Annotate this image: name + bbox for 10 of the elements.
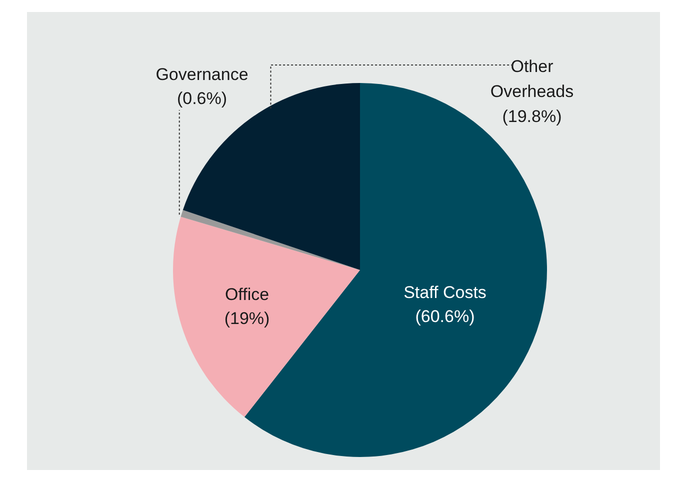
data-label: (19.8%) <box>502 107 562 126</box>
pie-slice <box>180 210 360 270</box>
slice-label: Governance <box>156 65 248 84</box>
slice-label: Office <box>224 285 270 304</box>
slice-label: Staff Costs <box>404 283 486 302</box>
slice-label: Other Overheads <box>490 57 574 101</box>
data-label: (19%) <box>224 309 270 328</box>
pie-slice <box>173 216 360 418</box>
data-label: (0.6%) <box>176 89 228 108</box>
data-label: (60.6%) <box>415 307 475 326</box>
